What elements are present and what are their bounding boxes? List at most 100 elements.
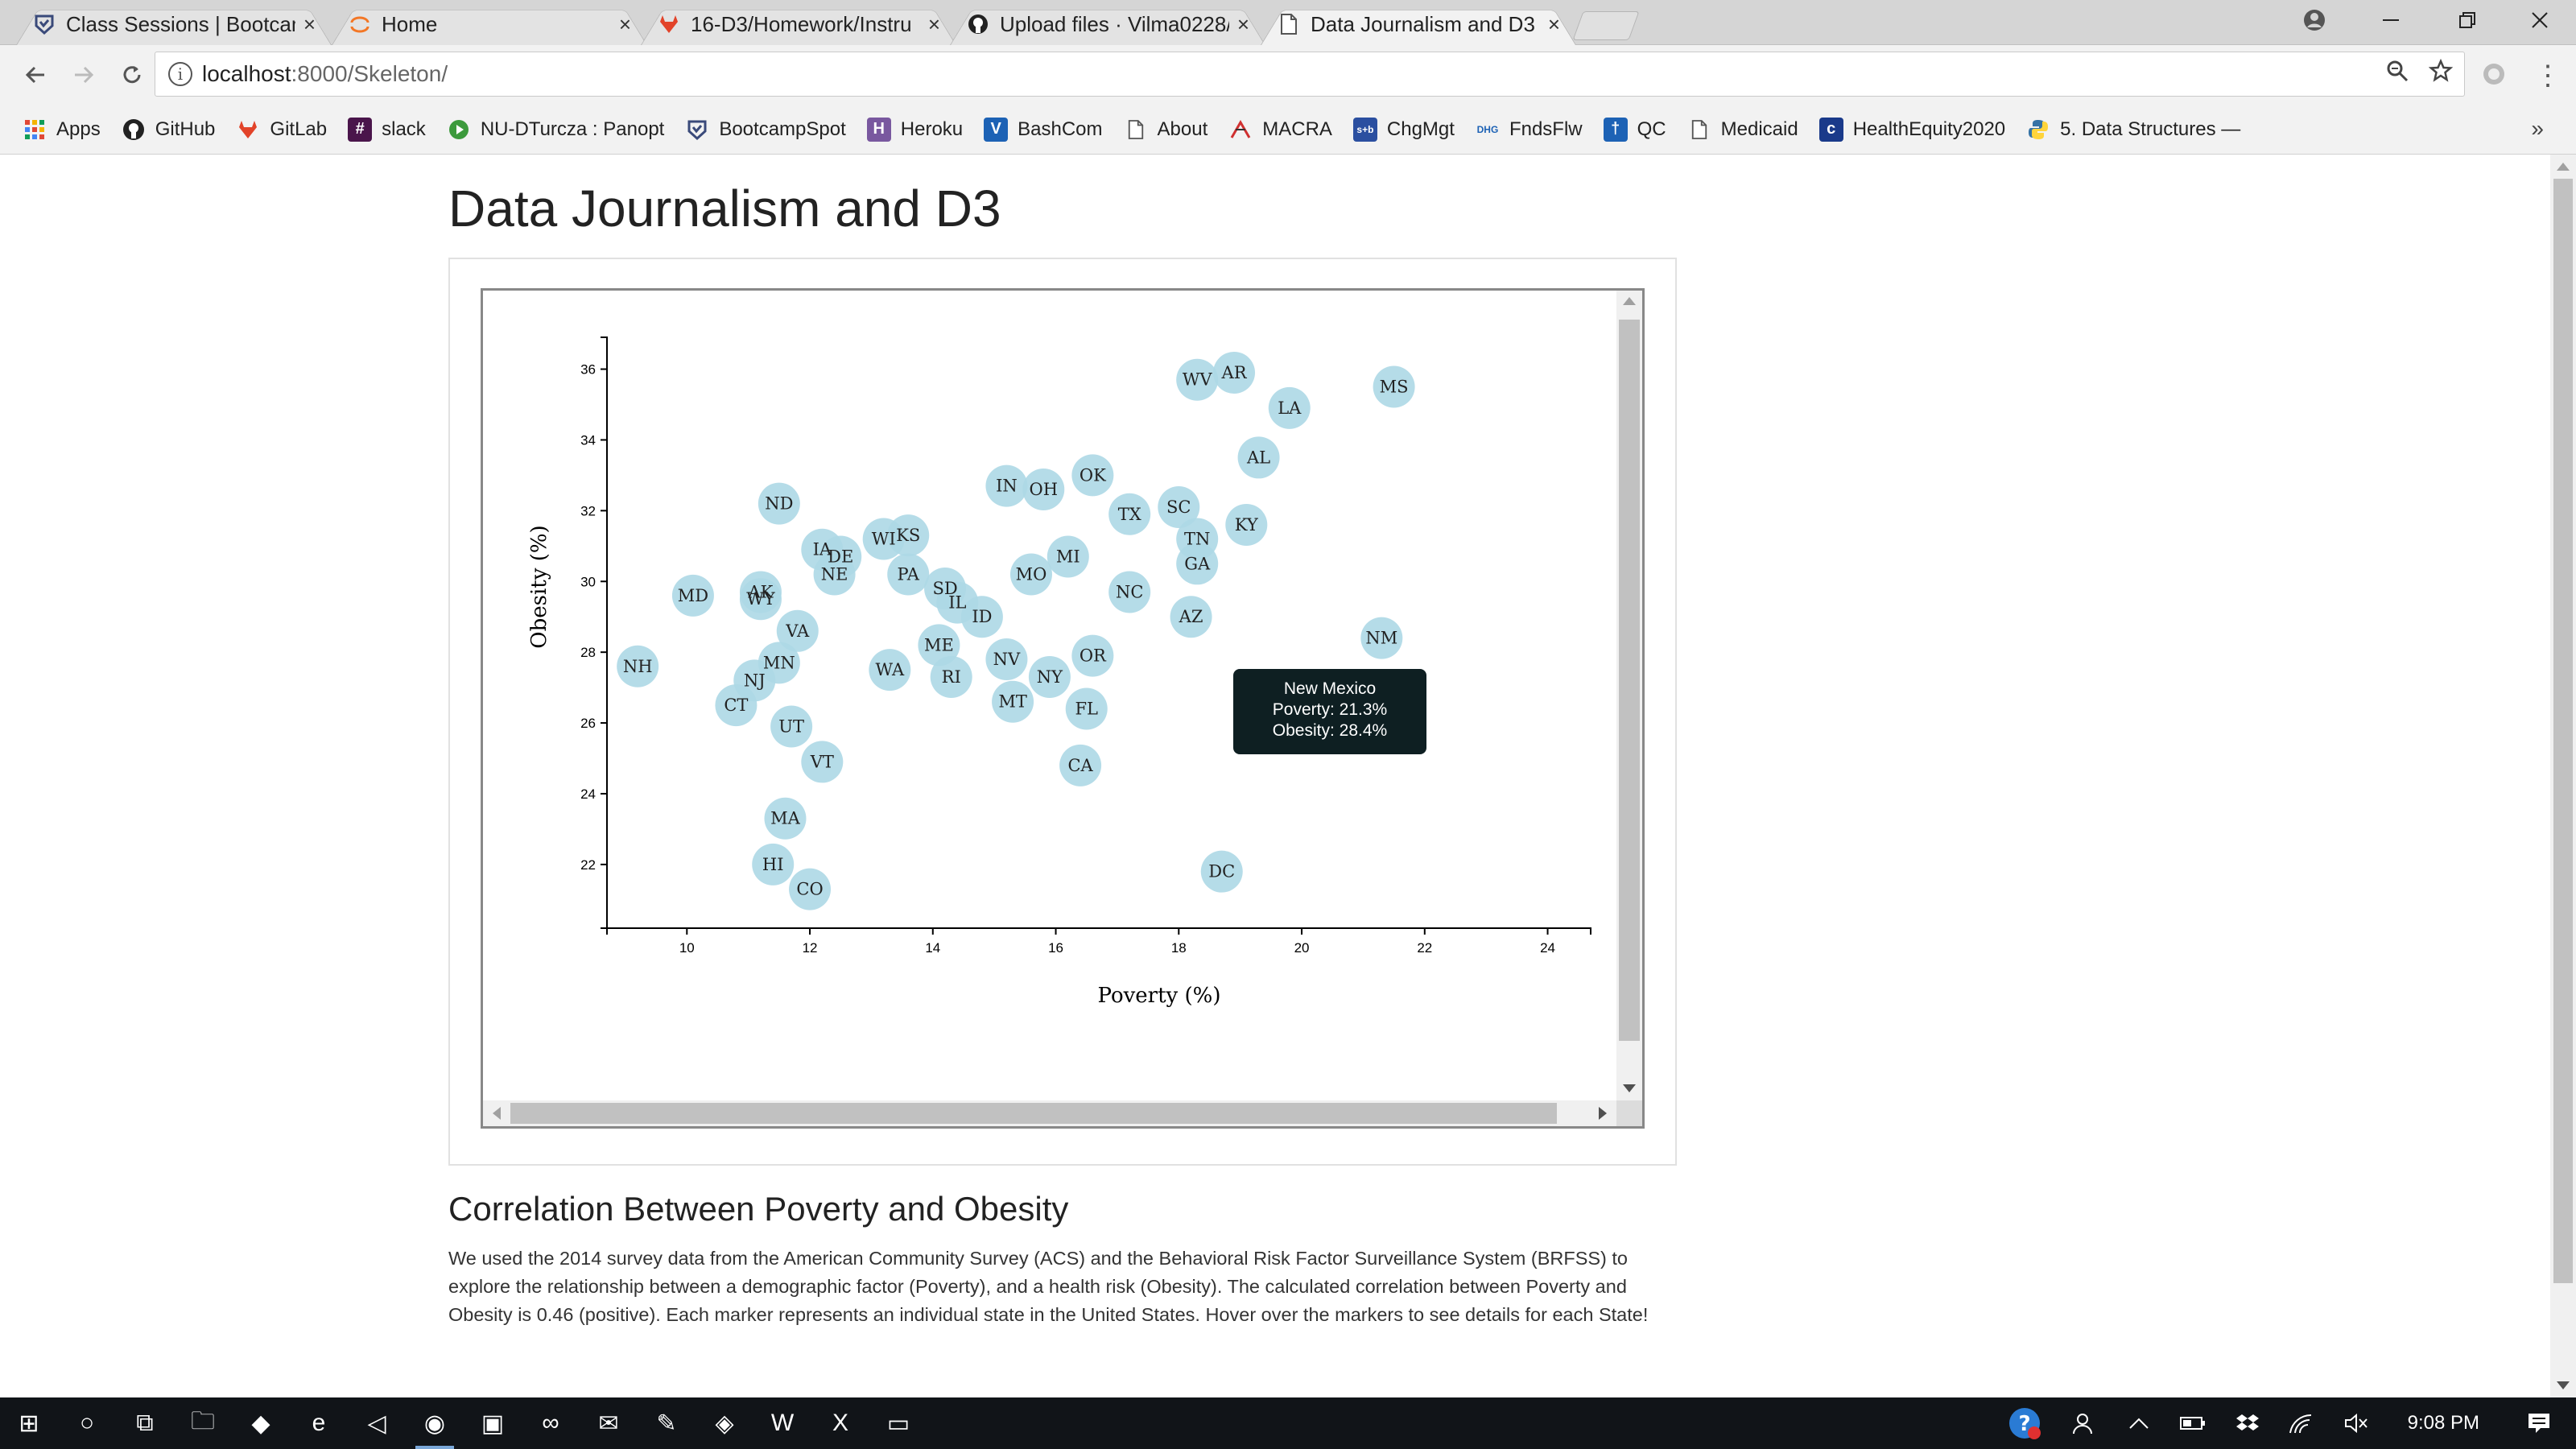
bookmark-bashcom[interactable]: V BashCom	[984, 117, 1103, 142]
bookmark-star-icon[interactable]	[2428, 58, 2454, 89]
state-marker[interactable]	[985, 638, 1028, 680]
state-marker[interactable]	[1065, 687, 1108, 730]
tab-gitlab-homework[interactable]: 16-D3/Homework/Instru ×	[641, 3, 956, 45]
state-marker[interactable]	[887, 514, 930, 557]
file-explorer-icon[interactable]: 🗀	[191, 1407, 215, 1435]
extension-icon[interactable]	[2481, 61, 2507, 91]
scroll-up-arrow-icon[interactable]	[1623, 297, 1636, 305]
bookmark-slack[interactable]: # slack	[348, 117, 426, 142]
chevron-up-icon[interactable]	[2128, 1415, 2150, 1431]
close-icon[interactable]: ×	[303, 11, 316, 36]
state-marker[interactable]	[776, 609, 819, 652]
bookmark-gitlab[interactable]: GitLab	[236, 118, 327, 142]
tab-data-journalism[interactable]: Data Journalism and D3 ×	[1261, 3, 1576, 45]
scrollbar-thumb[interactable]	[1619, 320, 1640, 1041]
state-marker[interactable]	[1373, 365, 1415, 408]
new-tab-button[interactable]	[1572, 11, 1640, 40]
zoom-icon[interactable]	[2385, 59, 2409, 89]
bookmark-fndsflw[interactable]: DHG FndsFlw	[1476, 118, 1583, 142]
close-icon[interactable]: ×	[618, 11, 631, 36]
bookmark-macra[interactable]: MACRA	[1228, 118, 1332, 142]
tab-github-upload[interactable]: Upload files · Vilma0228/ ×	[950, 3, 1265, 45]
state-marker[interactable]	[1071, 634, 1114, 677]
word-icon[interactable]: W	[770, 1410, 795, 1436]
excel-icon[interactable]: X	[832, 1410, 848, 1436]
scroll-down-arrow-icon[interactable]	[2557, 1381, 2570, 1389]
volume-muted-icon[interactable]	[2343, 1412, 2369, 1435]
menu-icon[interactable]: ⋮	[2534, 60, 2562, 91]
dropbox-icon[interactable]: ◆	[251, 1410, 270, 1437]
state-marker[interactable]	[770, 705, 813, 748]
bookmark-bootcampspot[interactable]: BootcampSpot	[685, 118, 846, 142]
state-marker[interactable]	[1059, 744, 1102, 786]
paint-icon[interactable]: ✎	[656, 1410, 677, 1437]
chart-vertical-scrollbar[interactable]	[1616, 291, 1642, 1104]
tab-class-sessions[interactable]: Class Sessions | Bootcamp ×	[16, 3, 332, 45]
minimize-icon[interactable]	[2355, 0, 2427, 40]
state-marker[interactable]	[918, 624, 960, 667]
task-view-icon[interactable]: ⧉	[136, 1410, 154, 1436]
state-marker[interactable]	[869, 649, 911, 691]
forward-button[interactable]	[60, 51, 108, 99]
state-marker[interactable]	[930, 655, 972, 698]
state-marker[interactable]	[1028, 655, 1071, 698]
state-marker[interactable]	[1170, 596, 1212, 638]
chrome-icon[interactable]: ◉	[406, 1397, 464, 1449]
help-icon[interactable]: ?	[2007, 1406, 2042, 1441]
scroll-left-arrow-icon[interactable]	[493, 1107, 501, 1120]
profile-icon[interactable]	[2278, 0, 2351, 40]
taskbar-clock[interactable]: 9:08 PM	[2407, 1412, 2479, 1434]
state-marker[interactable]	[752, 843, 795, 886]
edge-icon[interactable]: e	[312, 1410, 326, 1436]
state-marker[interactable]	[1108, 493, 1151, 535]
state-marker[interactable]	[758, 482, 800, 525]
bookmark-apps[interactable]: Apps	[23, 118, 101, 142]
state-marker[interactable]	[1046, 535, 1089, 578]
wifi-icon[interactable]	[2289, 1412, 2314, 1435]
state-marker[interactable]	[813, 553, 856, 596]
state-marker[interactable]	[739, 578, 782, 621]
state-marker[interactable]	[1108, 571, 1151, 613]
state-marker[interactable]	[1009, 553, 1052, 596]
scrollbar-thumb[interactable]	[510, 1103, 1557, 1124]
state-marker[interactable]	[617, 645, 659, 687]
close-icon[interactable]: ×	[1547, 11, 1560, 36]
bookmark-panopto[interactable]: NU-DTurcza : Panopt	[447, 118, 664, 142]
state-marker[interactable]	[1071, 454, 1114, 497]
dropbox-icon[interactable]	[2235, 1412, 2260, 1435]
bookmark-heroku[interactable]: H Heroku	[866, 117, 963, 142]
bootcamp-app-icon[interactable]: ◈	[715, 1410, 734, 1437]
bookmark-qc[interactable]: † QC	[1603, 117, 1666, 142]
state-marker[interactable]	[992, 680, 1034, 723]
state-marker[interactable]	[801, 741, 844, 783]
state-marker[interactable]	[985, 464, 1028, 507]
state-marker[interactable]	[1022, 468, 1065, 510]
state-marker[interactable]	[1200, 850, 1243, 893]
back-button[interactable]	[11, 51, 60, 99]
address-bar[interactable]: i localhost:8000/Skeleton/	[155, 52, 2465, 97]
close-icon[interactable]: ×	[1236, 11, 1249, 36]
state-marker[interactable]	[1176, 358, 1219, 401]
vscode-icon[interactable]: ◁	[367, 1410, 386, 1437]
state-marker[interactable]	[671, 574, 714, 617]
state-marker[interactable]	[960, 596, 1003, 638]
notifications-icon[interactable]	[2526, 1411, 2552, 1435]
bookmark-medicaid[interactable]: Medicaid	[1687, 118, 1798, 142]
cortana-search-icon[interactable]: ○	[79, 1410, 95, 1436]
bookmark-data-structures[interactable]: 5. Data Structures —	[2026, 118, 2240, 142]
state-marker[interactable]	[1360, 617, 1403, 659]
state-marker[interactable]	[1158, 485, 1200, 528]
close-window-icon[interactable]	[2504, 0, 2576, 40]
state-marker[interactable]	[764, 797, 807, 840]
state-marker[interactable]	[1213, 351, 1256, 394]
bookmark-healthequity[interactable]: c HealthEquity2020	[1818, 117, 2005, 142]
page-vertical-scrollbar[interactable]	[2550, 155, 2576, 1397]
chart-horizontal-scrollbar[interactable]	[483, 1100, 1618, 1126]
scroll-down-arrow-icon[interactable]	[1623, 1084, 1636, 1092]
scroll-right-arrow-icon[interactable]	[1599, 1107, 1607, 1120]
chart-scroll-container[interactable]: 22 24 26 28 30 32 34 36 10 12 14 16 18 20 22 24 WV AR MS…	[481, 288, 1645, 1129]
scrollbar-thumb[interactable]	[2553, 179, 2573, 1283]
restore-icon[interactable]	[2431, 0, 2504, 40]
bookmark-about[interactable]: About	[1124, 118, 1208, 142]
state-marker[interactable]	[715, 684, 758, 727]
